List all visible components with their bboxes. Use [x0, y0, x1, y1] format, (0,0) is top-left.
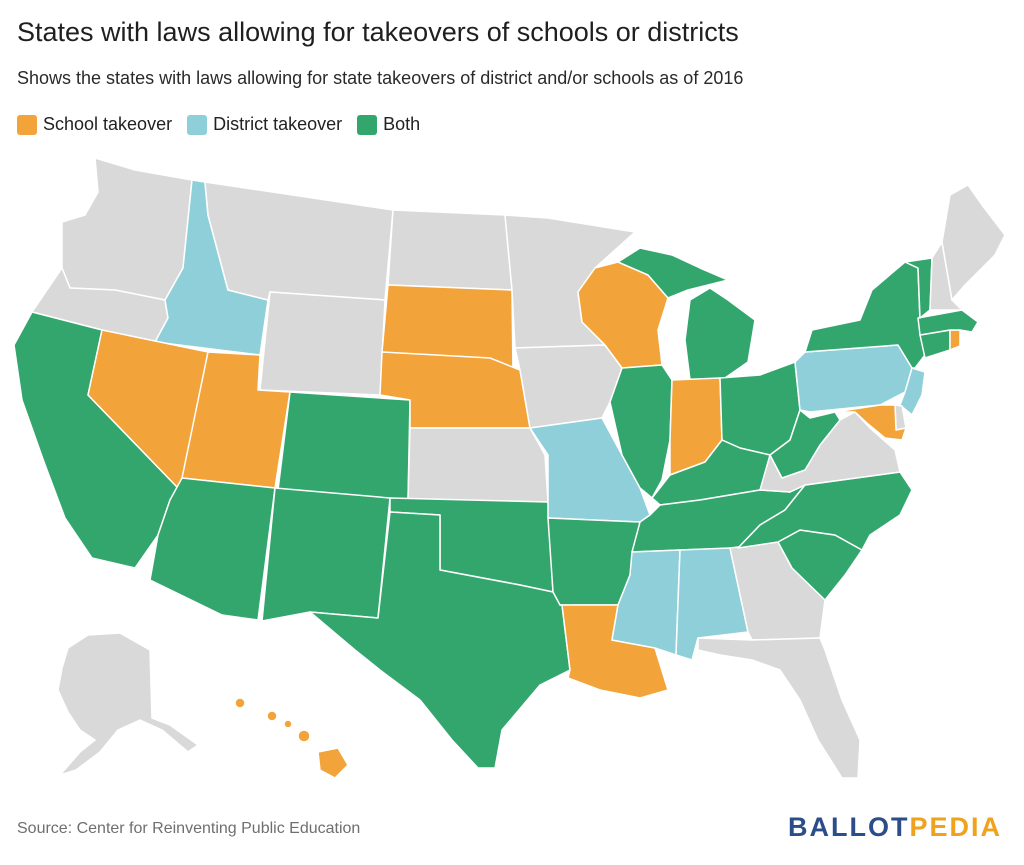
chart-title: States with laws allowing for takeovers …	[17, 17, 739, 47]
state-hawaii[interactable]	[234, 697, 349, 779]
legend-swatch-district	[187, 114, 208, 135]
ballotpedia-logo[interactable]: BALLOTPEDIA	[788, 812, 1002, 843]
legend-item-district: District takeover	[187, 114, 342, 135]
state-kansas[interactable]	[407, 427, 549, 503]
legend-swatch-both	[357, 114, 378, 135]
legend-label-school: School takeover	[43, 114, 173, 134]
state-maine[interactable]	[941, 184, 1006, 301]
legend-label-district: District takeover	[213, 114, 343, 134]
state-new-jersey[interactable]	[899, 367, 926, 416]
logo-part2: PEDIA	[909, 812, 1002, 842]
state-rhode-island[interactable]	[949, 329, 961, 351]
state-wyoming[interactable]	[259, 291, 386, 396]
state-pennsylvania[interactable]	[794, 344, 913, 413]
state-florida[interactable]	[697, 637, 861, 779]
state-north-dakota[interactable]	[387, 209, 513, 291]
chart-subtitle: Shows the states with laws allowing for …	[17, 68, 744, 88]
state-washington[interactable]	[61, 157, 193, 301]
state-illinois[interactable]	[609, 364, 673, 499]
state-michigan[interactable]	[617, 247, 756, 381]
legend-swatch-school	[17, 114, 37, 135]
state-new-hampshire[interactable]	[929, 241, 963, 311]
legend-label-both: Both	[383, 114, 421, 134]
source-note: Source: Center for Reinventing Public Ed…	[17, 820, 361, 837]
state-vermont[interactable]	[904, 257, 933, 319]
legend: School takeover District takeover Both	[17, 114, 435, 135]
state-montana[interactable]	[204, 181, 394, 301]
state-maryland[interactable]	[834, 404, 907, 441]
legend-item-school: School takeover	[17, 114, 172, 135]
state-alaska[interactable]	[57, 632, 199, 776]
state-colorado[interactable]	[277, 391, 411, 501]
state-west-virginia[interactable]	[769, 409, 841, 479]
state-massachusetts[interactable]	[917, 309, 979, 336]
state-new-mexico[interactable]	[261, 487, 391, 622]
logo-part1: BALLOT	[787, 812, 910, 842]
state-wisconsin[interactable]	[577, 261, 669, 369]
state-texas[interactable]	[309, 511, 571, 769]
state-iowa[interactable]	[514, 344, 623, 429]
legend-item-both: Both	[357, 114, 420, 135]
